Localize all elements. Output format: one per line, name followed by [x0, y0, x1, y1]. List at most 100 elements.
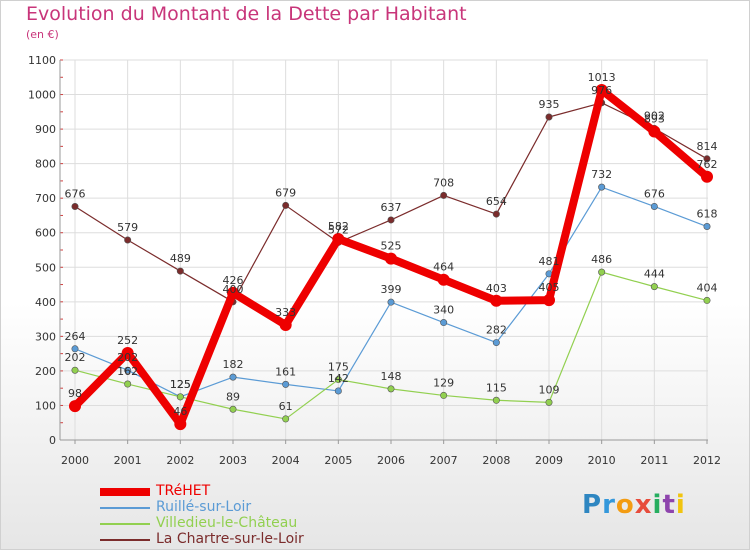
data-label: 679	[275, 186, 296, 199]
x-tick-label: 2000	[61, 454, 89, 467]
data-point	[385, 252, 397, 265]
data-point	[387, 298, 395, 306]
data-point	[71, 202, 79, 210]
data-label: 399	[381, 283, 402, 296]
data-point	[598, 268, 606, 276]
data-point	[229, 373, 237, 381]
logo-letter: i	[675, 490, 686, 520]
legend-swatch	[100, 523, 150, 525]
y-tick-label: 800	[35, 158, 56, 171]
logo-letter: P	[582, 490, 603, 520]
data-label: 405	[539, 281, 560, 294]
legend-label: La Chartre-sur-le-Loir	[156, 531, 304, 547]
proxiti-logo: Proxiti	[582, 490, 686, 520]
data-label: 202	[117, 351, 138, 364]
y-tick-label: 1100	[28, 54, 56, 67]
data-label: 654	[486, 195, 507, 208]
data-label: 129	[433, 376, 454, 389]
y-tick-label: 400	[35, 296, 56, 309]
data-point	[387, 385, 395, 393]
data-label: 935	[539, 98, 560, 111]
y-tick-label: 200	[35, 365, 56, 378]
data-label: 175	[328, 361, 349, 374]
data-point	[543, 294, 555, 307]
logo-letter: r	[602, 490, 616, 520]
data-point	[703, 296, 711, 304]
x-tick-label: 2002	[166, 454, 194, 467]
data-point	[227, 286, 239, 299]
data-point	[387, 216, 395, 224]
x-tick-label: 2010	[588, 454, 616, 467]
data-point	[121, 346, 134, 359]
data-label: 1013	[588, 71, 616, 84]
x-tick-label: 2004	[272, 454, 300, 467]
legend-label: TRéHET	[156, 483, 211, 499]
y-tick-label: 600	[35, 227, 56, 240]
data-point	[440, 391, 448, 399]
data-label: 762	[697, 158, 718, 171]
data-point	[124, 380, 132, 388]
data-label: 148	[381, 370, 402, 383]
data-label: 814	[697, 140, 718, 153]
y-tick-label: 100	[35, 399, 56, 412]
data-label: 264	[65, 330, 86, 343]
data-label: 109	[539, 383, 560, 396]
data-label: 282	[486, 324, 507, 337]
data-label: 46	[173, 405, 187, 418]
x-tick-label: 2007	[430, 454, 458, 467]
data-point	[492, 339, 500, 347]
x-tick-label: 2009	[535, 454, 563, 467]
legend-label: Villedieu-le-Château	[156, 515, 298, 531]
data-point	[71, 345, 79, 353]
data-label: 444	[644, 268, 665, 281]
data-point	[176, 267, 184, 275]
data-label: 708	[433, 176, 454, 189]
x-tick-label: 2012	[693, 454, 721, 467]
x-tick-label: 2001	[114, 454, 142, 467]
y-tick-label: 1000	[28, 89, 56, 102]
legend-item-la-chartre: La Chartre-sur-le-Loir	[100, 531, 360, 548]
data-point	[648, 125, 661, 138]
data-label: 464	[433, 261, 454, 274]
x-tick-label: 2003	[219, 454, 247, 467]
data-point	[703, 223, 711, 231]
legend-label: Ruillé-sur-Loir	[156, 499, 252, 515]
logo-letter: o	[615, 490, 635, 520]
y-tick-label: 0	[49, 434, 56, 447]
legend-swatch	[100, 507, 150, 509]
data-label: 98	[68, 387, 82, 400]
data-label: 252	[117, 334, 138, 347]
data-point	[490, 294, 503, 307]
data-label: 637	[381, 201, 402, 214]
legend-swatch	[100, 539, 150, 541]
legend-swatch	[100, 488, 150, 496]
data-point	[279, 318, 292, 331]
data-point	[492, 396, 500, 404]
data-label: 481	[539, 255, 560, 268]
data-label: 202	[65, 351, 86, 364]
data-point	[650, 202, 658, 210]
chart-title: Evolution du Montant de la Dette par Hab…	[26, 3, 467, 25]
data-point	[701, 170, 713, 183]
data-label: 125	[170, 378, 191, 391]
data-point	[440, 319, 448, 327]
data-label: 732	[591, 168, 612, 181]
data-label: 902	[644, 109, 665, 122]
chart-subtitle: (en €)	[26, 28, 59, 41]
data-point	[650, 283, 658, 291]
data-label: 403	[486, 282, 507, 295]
data-label: 426	[223, 274, 244, 287]
data-label: 125	[170, 378, 191, 391]
data-label: 582	[328, 220, 349, 233]
data-point	[71, 366, 79, 374]
x-tick-label: 2011	[640, 454, 668, 467]
data-point	[282, 380, 290, 388]
data-label: 618	[697, 208, 718, 221]
data-label: 893	[644, 113, 665, 126]
data-label: 89	[226, 390, 240, 403]
x-tick-label: 2006	[377, 454, 405, 467]
data-label: 676	[644, 187, 665, 200]
data-label: 489	[170, 252, 191, 265]
